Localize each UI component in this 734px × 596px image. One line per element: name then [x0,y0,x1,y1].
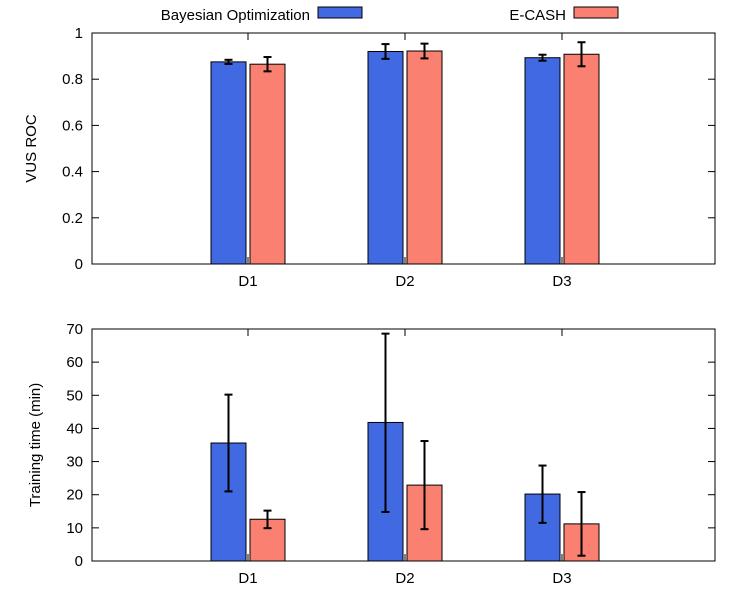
y-axis-label: Training time (min) [27,383,44,507]
error-bar-e-cash-d3 [577,491,586,557]
error-bar-bayesian-optimization-d1 [224,393,233,493]
y-tick-label: 50 [66,387,83,404]
bar-e-cash-d1 [249,63,286,265]
legend-label-e-cash: E-CASH [509,7,566,24]
error-bar-bayesian-optimization-d3 [538,53,547,62]
bar-e-cash-d3 [563,53,600,265]
legend-swatch-e-cash [573,6,619,19]
y-axis-label: VUS ROC [23,114,40,183]
x-tick-label-d3: D3 [552,570,571,587]
bar-bayesian-optimization-d2 [367,50,404,265]
x-tick-label-d2: D2 [395,570,414,587]
error-bar-e-cash-d2 [420,42,429,60]
error-bar-e-cash-d1 [263,56,272,73]
bar-bayesian-optimization-d1 [210,442,247,562]
error-bar-e-cash-d3 [577,41,586,68]
x-tick-label-d1: D1 [238,273,257,290]
y-tick-label: 0 [75,553,83,570]
bar-bayesian-optimization-d1 [210,61,247,265]
y-tick-label: 0.4 [62,164,83,181]
y-tick-label: 70 [66,321,83,338]
bar-e-cash-d2 [406,50,443,265]
y-tick-label: 0.6 [62,117,83,134]
legend: Bayesian Optimization E-CASH [161,6,619,24]
y-tick-label: 0 [75,256,83,273]
x-tick-label-d3: D3 [552,273,571,290]
error-bar-e-cash-d1 [263,509,272,530]
x-tick-label-d1: D1 [238,570,257,587]
y-tick-label: 60 [66,354,83,371]
plot-frame [91,328,716,562]
x-tick-label-d2: D2 [395,273,414,290]
legend-label-bayesian-optimization: Bayesian Optimization [161,7,310,24]
y-tick-label: 0.8 [62,71,83,88]
error-bar-e-cash-d2 [420,440,429,531]
y-tick-label: 30 [66,454,83,471]
error-bar-bayesian-optimization-d2 [381,43,390,60]
vus-roc-panel: 0 0.2 0.4 0.6 0.8 1 D1 D2 D3 VUS ROC [23,25,716,290]
y-tick-label: 40 [66,420,83,437]
legend-swatch-bayesian-optimization [317,6,363,19]
plot-frame [91,32,716,265]
error-bar-bayesian-optimization-d3 [538,464,547,524]
y-tick-label: 20 [66,487,83,504]
training-time-panel: 0 10 20 30 40 50 60 70 D1 D2 D3 Training time (min) [27,321,716,587]
y-tick-label: 10 [66,520,83,537]
y-tick-label: 0.2 [62,210,83,227]
y-tick-label: 1 [75,25,83,42]
bar-bayesian-optimization-d3 [524,57,561,265]
error-bar-bayesian-optimization-d2 [381,332,390,513]
error-bar-bayesian-optimization-d1 [224,58,233,65]
